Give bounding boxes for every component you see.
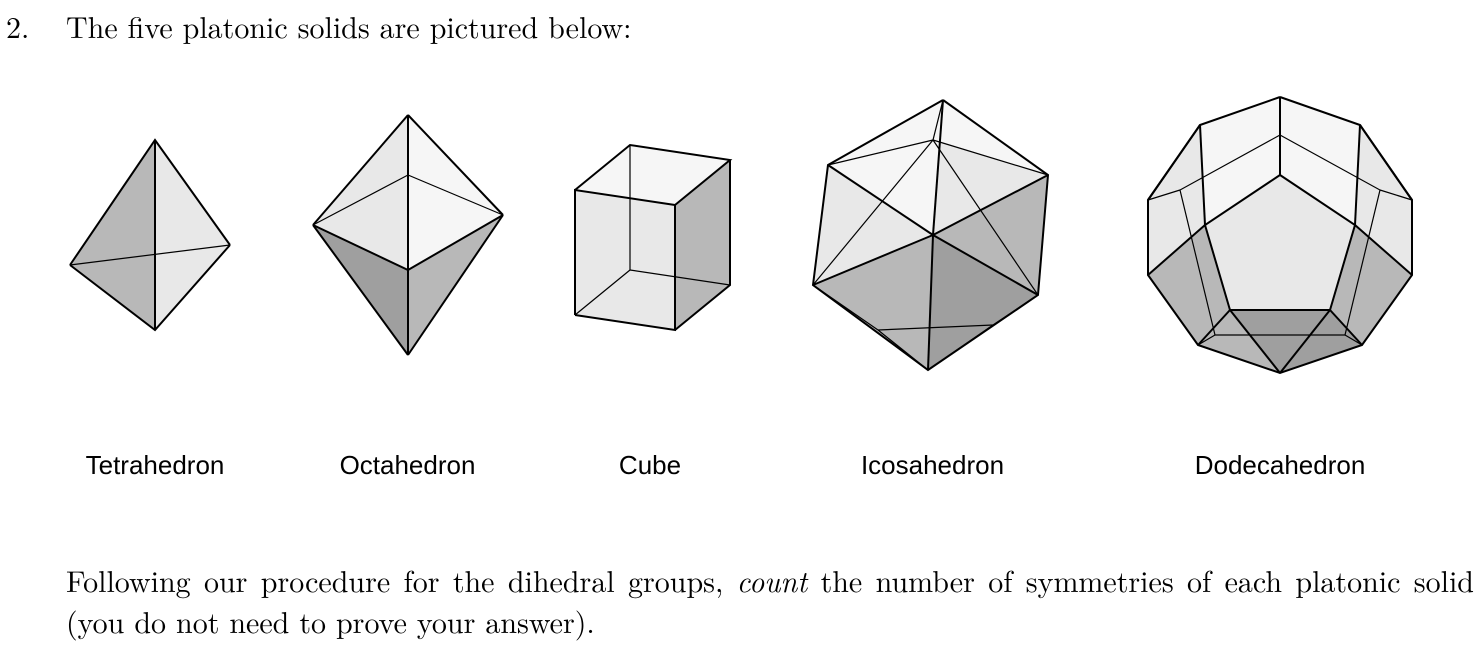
label-dodecahedron: Dodecahedron <box>1110 450 1450 481</box>
label-icosahedron: Icosahedron <box>763 450 1103 481</box>
label-octahedron: Octahedron <box>278 450 538 481</box>
page: 2. The five platonic solids are pictured… <box>0 0 1482 667</box>
solids-row <box>40 90 1450 380</box>
prompt-before: Following our procedure for the dihedral… <box>66 558 737 601</box>
icosahedron-icon <box>783 85 1083 385</box>
dodecahedron-icon <box>1130 85 1430 385</box>
cube-icon <box>555 130 745 340</box>
label-cube: Cube <box>545 450 755 481</box>
labels-row: Tetrahedron Octahedron Cube Icosahedron … <box>40 450 1450 481</box>
tetrahedron-icon <box>60 130 250 340</box>
solid-tetrahedron <box>40 130 270 340</box>
octahedron-icon <box>298 105 518 365</box>
prompt-text: Following our procedure for the dihedral… <box>66 560 1474 641</box>
solid-dodecahedron <box>1110 85 1450 385</box>
question-number: 2. <box>6 4 29 47</box>
solid-icosahedron <box>763 85 1103 385</box>
solid-octahedron <box>278 105 538 365</box>
label-tetrahedron: Tetrahedron <box>40 450 270 481</box>
prompt-italic: count <box>737 558 808 601</box>
solid-cube <box>545 130 755 340</box>
intro-text: The five platonic solids are pictured be… <box>66 4 632 47</box>
